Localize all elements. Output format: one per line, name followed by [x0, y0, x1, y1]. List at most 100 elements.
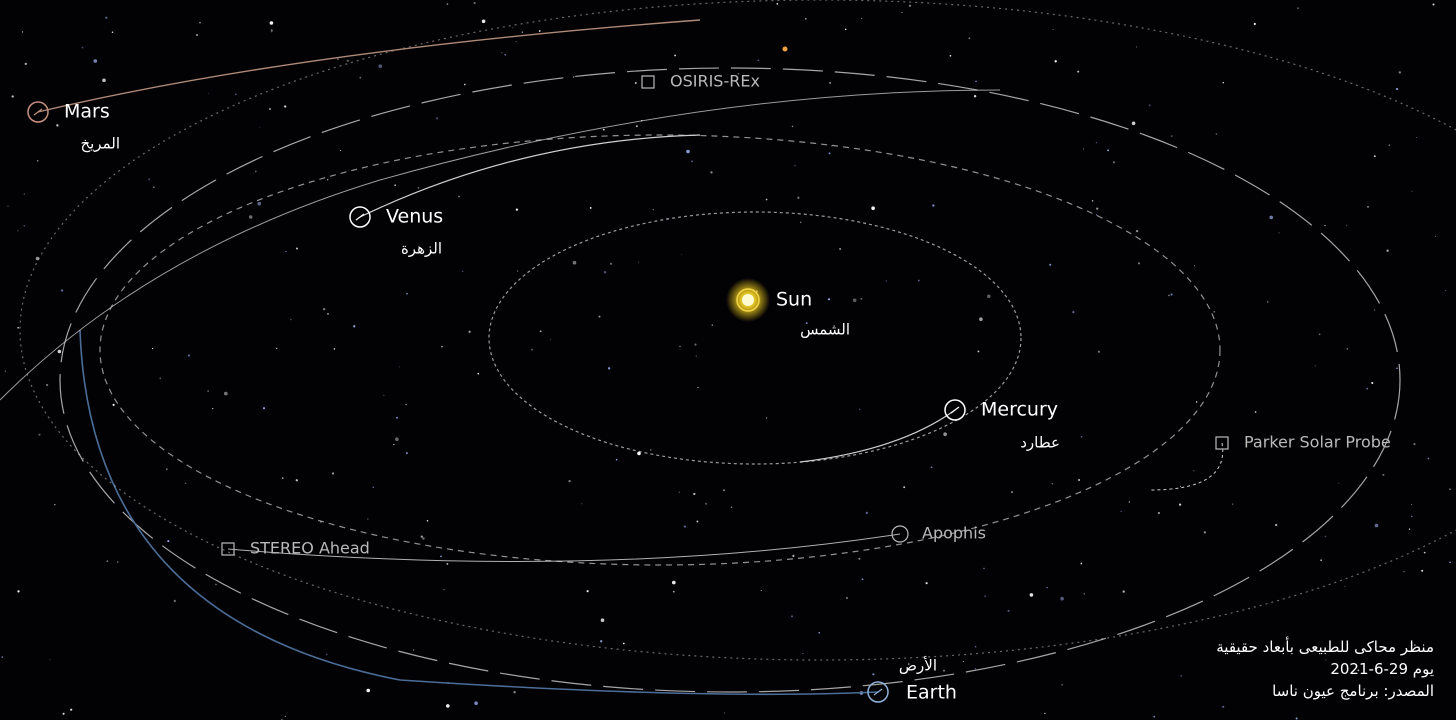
star [1153, 716, 1155, 718]
object-name[interactable]: OSIRIS-REx [670, 72, 760, 91]
star [58, 350, 62, 354]
star [766, 417, 767, 418]
star [1149, 104, 1151, 106]
star [441, 346, 443, 348]
star [623, 643, 625, 645]
star [282, 477, 283, 478]
star [285, 716, 286, 717]
star [761, 590, 762, 591]
object-name[interactable]: Apophis [922, 524, 986, 543]
star [794, 165, 796, 167]
star [148, 178, 150, 180]
star [25, 63, 27, 65]
star [845, 29, 847, 31]
star [1344, 586, 1345, 587]
star [1367, 206, 1368, 207]
star [444, 589, 445, 590]
star [522, 31, 523, 32]
body-name[interactable]: Venus [386, 206, 443, 228]
star [1347, 348, 1349, 350]
star [22, 31, 23, 32]
star [859, 409, 860, 410]
object-name[interactable]: Parker Solar Probe [1244, 433, 1391, 452]
star [1092, 200, 1093, 201]
star [1053, 29, 1054, 30]
star [604, 271, 606, 273]
star [712, 324, 713, 325]
star [406, 404, 407, 405]
star [638, 262, 639, 263]
star [1083, 148, 1084, 149]
star [1320, 559, 1322, 561]
star [550, 339, 551, 340]
object-name[interactable]: STEREO Ahead [250, 539, 370, 558]
star [673, 591, 675, 593]
star [418, 187, 420, 189]
body-name[interactable]: Mercury [981, 399, 1058, 421]
star [1123, 590, 1125, 592]
body-name[interactable]: Sun [776, 289, 812, 311]
star [1396, 88, 1398, 90]
star [327, 313, 329, 315]
page: MarsالمريخVenusالزهرةSunالشمسMercuryعطار… [0, 0, 1456, 720]
star [931, 466, 933, 468]
star [1449, 489, 1450, 490]
star [805, 18, 807, 20]
star [871, 206, 875, 210]
solar-system-view: MarsالمريخVenusالزهرةSunالشمسMercuryعطار… [0, 0, 1456, 720]
star [1060, 597, 1064, 601]
star [446, 704, 450, 708]
star [359, 77, 361, 79]
star [792, 126, 794, 128]
star [373, 487, 374, 488]
star [258, 202, 262, 206]
star [987, 295, 991, 299]
star [581, 503, 582, 504]
body-name-arabic: عطارد [1020, 434, 1060, 452]
star [1052, 483, 1053, 484]
star [1319, 333, 1321, 335]
star [207, 390, 208, 391]
star [501, 52, 502, 53]
star [347, 60, 349, 62]
star [1030, 593, 1034, 597]
star [839, 248, 841, 250]
star [1158, 512, 1160, 514]
star [427, 520, 429, 522]
star [573, 261, 577, 265]
star [616, 459, 618, 461]
star [1080, 563, 1082, 565]
star [1412, 191, 1413, 192]
star [635, 82, 637, 84]
star [983, 568, 984, 569]
caption-line: المصدر: برنامج عيون ناسا [1272, 682, 1434, 700]
sun-disc [742, 294, 754, 306]
star [968, 37, 970, 39]
caption-line: يوم 29-6-2021 [1330, 660, 1434, 678]
star [674, 55, 676, 57]
star [1011, 491, 1013, 493]
star [975, 646, 977, 648]
star [290, 319, 291, 320]
star [710, 171, 712, 173]
star [943, 432, 947, 436]
star [105, 17, 107, 19]
star [63, 713, 65, 715]
star [792, 555, 794, 557]
star [399, 366, 400, 367]
body-name[interactable]: Mars [64, 101, 110, 123]
star [573, 76, 574, 77]
star [406, 293, 408, 295]
star [1254, 23, 1256, 25]
star [539, 30, 541, 32]
star [249, 215, 253, 219]
star [731, 506, 732, 507]
star [979, 317, 983, 321]
star [166, 468, 168, 470]
star [1424, 552, 1426, 554]
star [783, 47, 788, 52]
star [686, 150, 690, 154]
star [903, 486, 905, 488]
body-name[interactable]: Earth [906, 682, 957, 704]
star [17, 230, 18, 231]
